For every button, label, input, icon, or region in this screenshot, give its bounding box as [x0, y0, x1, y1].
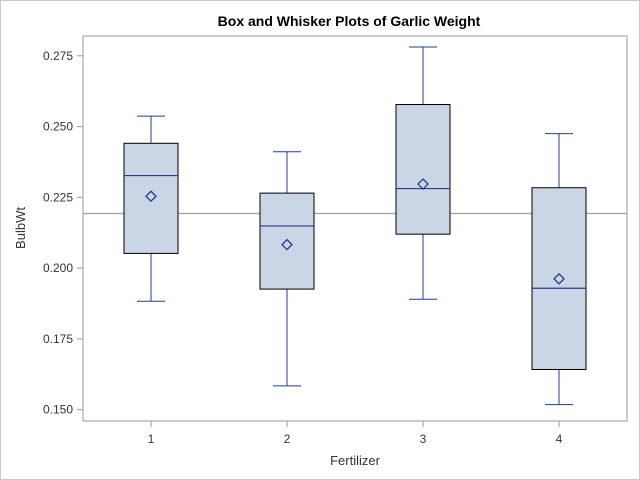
iqr-box — [259, 192, 315, 290]
mean-marker — [145, 190, 157, 203]
y-tick-label: 0.175 — [43, 332, 73, 346]
x-tick-label: 3 — [420, 432, 427, 446]
iqr-box — [395, 104, 451, 235]
iqr-box — [123, 142, 179, 254]
x-tick-label: 2 — [284, 432, 291, 446]
x-tick-label: 1 — [148, 432, 155, 446]
x-axis-label: Fertilizer — [330, 453, 381, 468]
chart-title: Box and Whisker Plots of Garlic Weight — [218, 13, 481, 29]
plot-area — [82, 35, 628, 422]
y-tick-label: 0.150 — [43, 403, 73, 417]
y-tick-label: 0.250 — [43, 120, 73, 134]
box-group-2 — [259, 151, 315, 387]
mean-marker — [417, 178, 429, 190]
x-axis: 1 2 3 4 — [148, 421, 563, 446]
boxes-layer — [123, 46, 587, 406]
mean-marker — [281, 238, 293, 251]
y-tick-label: 0.200 — [43, 261, 73, 275]
x-tick-label: 4 — [556, 432, 563, 446]
y-axis-label: BulbWt — [13, 207, 28, 249]
box-group-4 — [531, 133, 587, 406]
box-group-3 — [395, 46, 451, 300]
box-group-1 — [123, 115, 179, 302]
y-axis: 0.150 0.175 0.200 0.225 0.250 0.275 — [43, 49, 83, 417]
y-tick-label: 0.225 — [43, 190, 73, 204]
iqr-box — [531, 187, 587, 370]
y-tick-label: 0.275 — [43, 49, 73, 63]
mean-marker — [553, 272, 565, 285]
